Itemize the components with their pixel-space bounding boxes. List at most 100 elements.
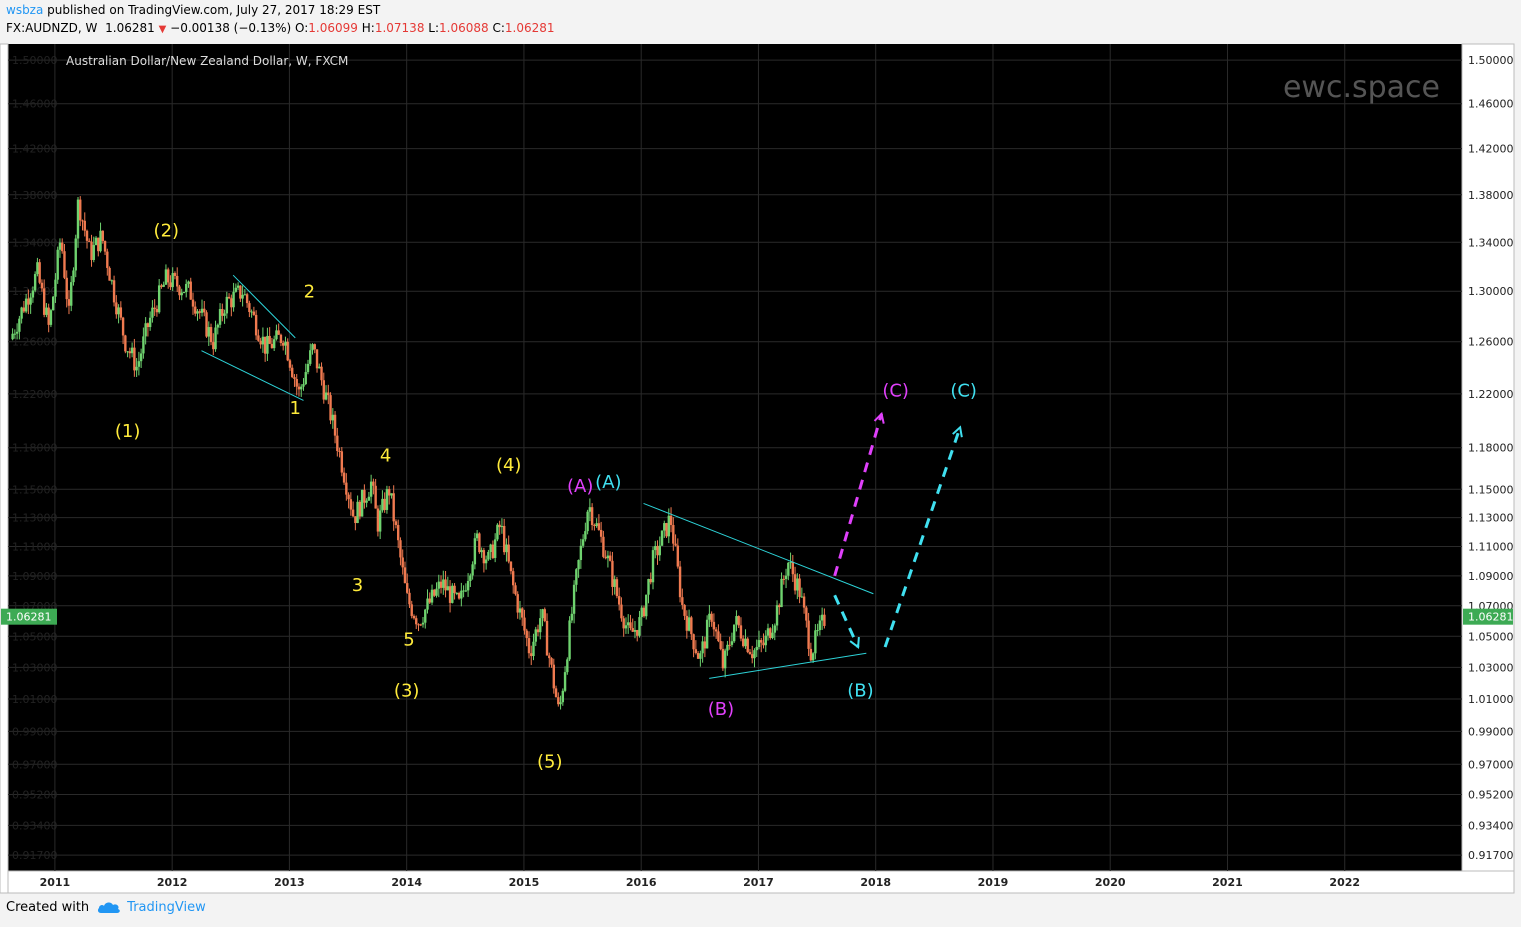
candle-body — [112, 280, 116, 303]
candle-body — [20, 307, 23, 319]
plot-area[interactable] — [8, 44, 1462, 871]
candle-body — [735, 616, 738, 625]
trendline[interactable] — [201, 350, 304, 401]
candle-body — [318, 366, 321, 369]
candle-body — [512, 571, 515, 586]
candle-body — [72, 270, 75, 283]
candle-body — [802, 596, 806, 608]
candle-body — [291, 367, 294, 378]
price-change: −0.00138 (−0.13%) — [170, 21, 292, 35]
candle-body — [681, 597, 684, 605]
down-arrow-icon: ▼ — [158, 24, 167, 35]
candle-body — [737, 616, 740, 626]
arrowhead-icon — [873, 411, 885, 424]
candle-body — [678, 566, 682, 598]
candle-body — [309, 350, 312, 364]
wave-label: (4) — [496, 455, 522, 476]
candle-body — [302, 384, 305, 387]
candle-body — [396, 525, 400, 541]
tradingview-link[interactable]: TradingView — [127, 900, 206, 915]
candle-body — [270, 343, 274, 349]
close-value: 1.06281 — [504, 21, 555, 35]
candle-body — [155, 308, 159, 313]
author-link[interactable]: wsbza — [6, 3, 44, 17]
candle-body — [584, 531, 587, 540]
candle-body — [714, 629, 718, 632]
candle-body — [261, 336, 265, 345]
candle-body — [38, 262, 41, 283]
candle-body — [507, 544, 510, 562]
y-tick-label-left: 0.97000 — [12, 758, 58, 771]
candle-body — [106, 251, 109, 268]
candle-body — [721, 648, 725, 669]
candle-body — [568, 620, 571, 660]
candle-body — [349, 499, 353, 510]
trendline[interactable] — [709, 652, 867, 679]
candle-body — [239, 285, 242, 299]
candle-body — [617, 596, 621, 605]
candle-body — [690, 617, 693, 635]
candle-body — [442, 579, 445, 588]
x-tick-label: 2012 — [157, 876, 188, 889]
candle-body — [272, 339, 276, 349]
candle-body — [433, 589, 436, 596]
candle-body — [545, 620, 549, 656]
candle-body — [784, 575, 788, 580]
candle-body — [642, 607, 646, 617]
created-with-text: Created with — [6, 900, 90, 915]
candle-body — [699, 653, 702, 659]
candle-body — [424, 609, 427, 623]
candle-body — [611, 560, 614, 587]
candle-body — [446, 586, 450, 591]
candle-body — [751, 654, 754, 659]
projection-arrow[interactable] — [833, 594, 860, 648]
candle-body — [778, 605, 781, 608]
candle-body — [726, 644, 729, 651]
candle-body — [471, 564, 474, 576]
candle-body — [818, 620, 822, 631]
candle-body — [369, 481, 373, 497]
candle-body — [97, 237, 100, 252]
candle-body — [627, 622, 630, 626]
candle-body — [744, 638, 747, 647]
candle-body — [491, 544, 495, 558]
candle-body — [683, 604, 686, 616]
candle-body — [521, 608, 524, 618]
candle-body — [543, 609, 546, 621]
price-axis[interactable] — [1461, 43, 1515, 872]
candle-body — [130, 347, 134, 354]
candle-body — [550, 658, 553, 665]
y-tick-label: 1.42000 — [1468, 143, 1514, 156]
x-tick-label: 2015 — [509, 876, 540, 889]
candle-body — [257, 335, 260, 341]
candle-body — [663, 523, 666, 531]
candle-body — [437, 581, 440, 589]
candle-body — [394, 521, 398, 526]
y-tick-label: 1.26000 — [1468, 336, 1514, 349]
candle-body — [787, 562, 790, 576]
candle-body — [142, 336, 145, 354]
candle-body — [534, 629, 537, 642]
y-tick-label-left: 1.50000 — [12, 54, 58, 67]
y-tick-label: 1.34000 — [1468, 236, 1514, 249]
projection-arrow[interactable] — [883, 426, 962, 648]
candle-body — [146, 323, 150, 328]
candle-body — [557, 697, 560, 705]
candle-body — [49, 310, 53, 325]
trendline[interactable] — [643, 502, 874, 595]
candle-body — [412, 615, 416, 619]
candle-body — [342, 472, 346, 483]
y-tick-label-left: 0.95200 — [12, 789, 58, 802]
candle-body — [81, 220, 84, 222]
candle-body — [439, 581, 443, 588]
candle-body — [708, 613, 711, 620]
trendline[interactable] — [232, 274, 296, 339]
candle-body — [11, 333, 14, 340]
candle-body — [703, 641, 707, 649]
candle-body — [90, 241, 93, 260]
candle-body — [757, 640, 761, 647]
candle-body — [599, 529, 603, 537]
candle-body — [221, 308, 224, 316]
candle-body — [387, 489, 391, 496]
